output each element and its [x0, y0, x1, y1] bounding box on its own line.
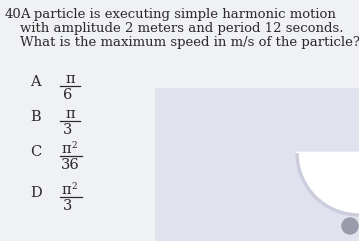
Text: 3: 3	[63, 199, 73, 213]
Text: D: D	[30, 186, 42, 200]
Text: π: π	[61, 183, 71, 197]
Wedge shape	[297, 153, 359, 215]
Text: 40.: 40.	[5, 8, 26, 21]
Text: 2: 2	[71, 182, 76, 191]
Text: 2: 2	[71, 141, 76, 150]
Text: π: π	[65, 107, 75, 121]
Bar	[155, 88, 359, 241]
Text: A: A	[30, 75, 41, 89]
Text: π: π	[61, 142, 71, 156]
Text: with amplitude 2 meters and period 12 seconds.: with amplitude 2 meters and period 12 se…	[20, 22, 344, 35]
Text: B: B	[30, 110, 41, 124]
Text: 3: 3	[63, 123, 73, 137]
Text: 6: 6	[63, 88, 73, 102]
Circle shape	[342, 218, 358, 234]
Text: π: π	[65, 72, 75, 86]
Text: C: C	[30, 145, 41, 159]
Text: What is the maximum speed in m/s of the particle?: What is the maximum speed in m/s of the …	[20, 36, 359, 49]
Text: A particle is executing simple harmonic motion: A particle is executing simple harmonic …	[20, 8, 336, 21]
Text: 36: 36	[61, 158, 80, 172]
